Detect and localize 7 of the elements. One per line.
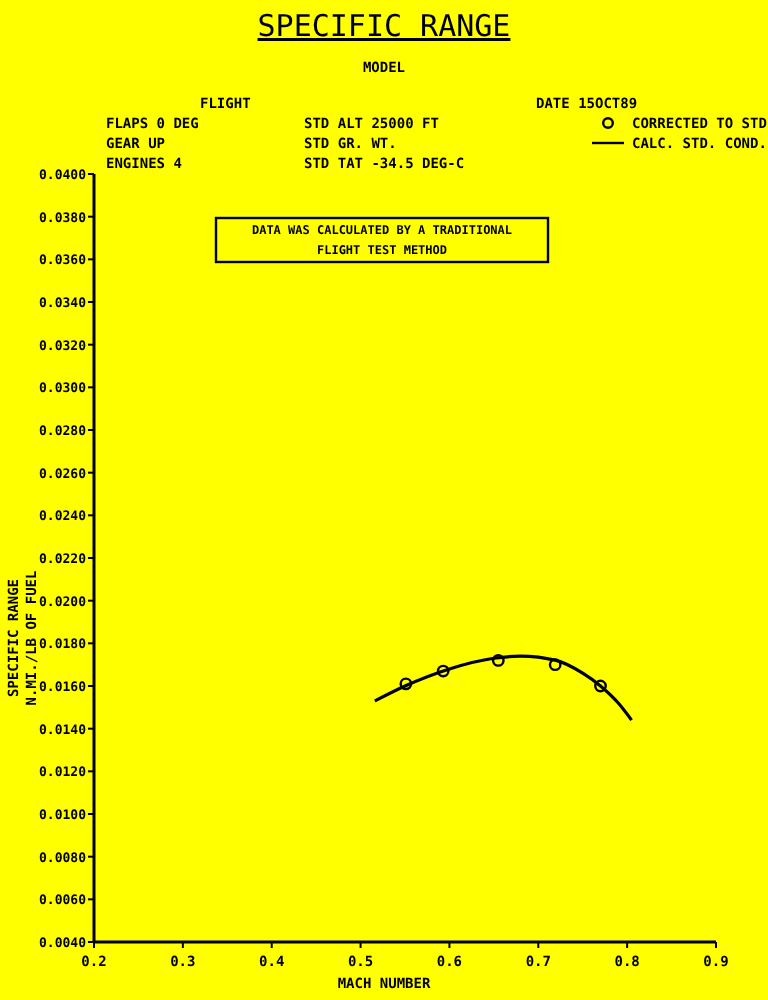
line-series xyxy=(373,654,634,722)
point xyxy=(436,664,450,678)
point xyxy=(548,658,562,672)
point xyxy=(594,679,607,693)
point xyxy=(399,677,413,691)
chart-title: SPECIFIC RANGE xyxy=(257,8,511,44)
point xyxy=(491,654,505,667)
